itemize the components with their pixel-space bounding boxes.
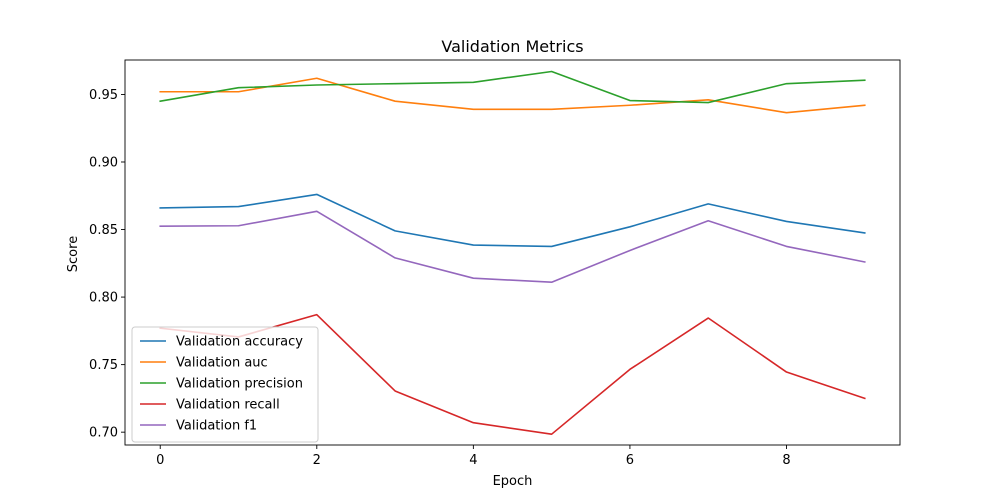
chart-title: Validation Metrics: [441, 37, 583, 56]
series-line-validation-accuracy: [159, 193, 866, 248]
y-tick-label: 0.90: [89, 155, 118, 170]
x-tick-label: 4: [469, 453, 477, 468]
series-line-validation-auc: [159, 77, 866, 114]
x-tick-label: 0: [156, 453, 164, 468]
legend: Validation accuracy Validation auc Validat…: [131, 326, 319, 443]
legend-label-validation-accuracy: Validation accuracy: [176, 335, 303, 350]
series-line-validation-recall: [159, 313, 866, 435]
y-tick-label: 0.70: [89, 426, 118, 441]
legend-label-validation-auc: Validation auc: [176, 356, 268, 371]
x-axis-title: Epoch: [493, 474, 533, 489]
y-axis-title: Score: [66, 236, 81, 272]
axes-frame: [124, 59, 901, 446]
series-layer: [159, 70, 866, 435]
legend-label-validation-precision: Validation precision: [176, 377, 303, 392]
legend-label-validation-f1: Validation f1: [176, 419, 257, 434]
x-tick-label: 2: [313, 453, 321, 468]
axes-layer: 0 2 4 6 8 0.70 0.75 0.80 0.85 0.90 0.95: [89, 59, 901, 468]
legend-label-validation-recall: Validation recall: [176, 398, 280, 413]
legend-box: [131, 326, 319, 443]
x-tick-label: 6: [626, 453, 634, 468]
y-tick-label: 0.75: [89, 358, 118, 373]
x-tick-label: 8: [782, 453, 790, 468]
series-line-validation-f1: [159, 210, 866, 284]
y-tick-label: 0.85: [89, 223, 118, 238]
y-tick-label: 0.80: [89, 291, 118, 306]
series-line-validation-precision: [159, 70, 866, 104]
y-tick-label: 0.95: [89, 88, 118, 103]
